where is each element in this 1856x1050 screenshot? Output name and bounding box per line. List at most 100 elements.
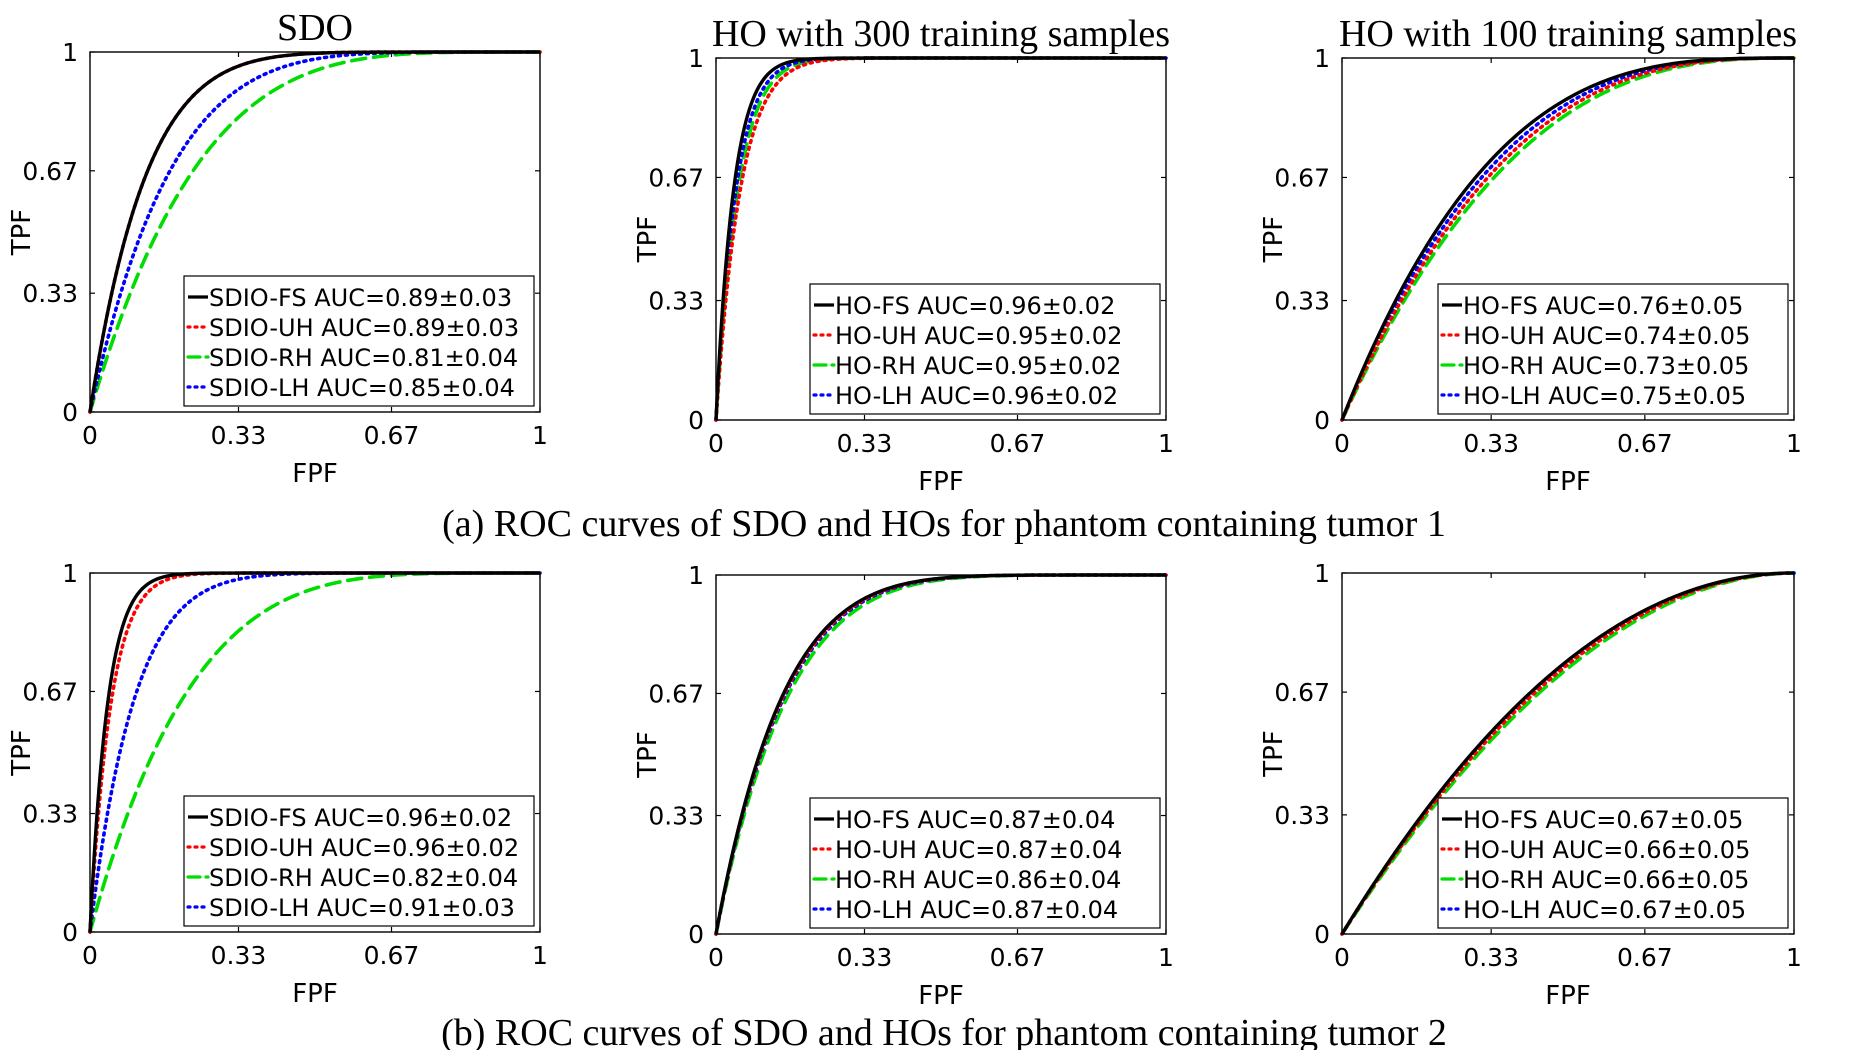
x-tick-label: 0.33 (837, 943, 893, 972)
x-axis-label: FPF (918, 467, 964, 497)
x-axis-label: FPF (1545, 467, 1591, 497)
legend-entry: HO-UH AUC=0.87±0.04 (835, 836, 1122, 864)
series-line-lh (1340, 56, 1796, 422)
y-axis-label: TPF (1259, 730, 1289, 778)
plot-frame (1341, 572, 1795, 935)
plot-frame (89, 572, 541, 933)
caption-b: (b) ROC curves of SDO and HOs for phanto… (441, 1012, 1447, 1050)
x-axis-label: FPF (292, 979, 338, 1009)
plot-frame (715, 574, 1167, 935)
x-tick-label: 0 (1334, 943, 1350, 972)
legend-entry: HO-RH AUC=0.86±0.04 (835, 866, 1121, 894)
legend-entry: SDIO-RH AUC=0.81±0.04 (209, 344, 518, 372)
x-tick-label: 0.33 (837, 429, 893, 458)
y-tick-label: 1 (688, 561, 704, 590)
x-tick-label: 0.67 (1617, 429, 1673, 458)
x-tick-label: 1 (1158, 943, 1174, 972)
y-tick-label: 0.67 (648, 679, 704, 708)
roc-panel-4: 00 0.33 0.33 0.67 0.67 1 1 FPF TPF SDIO-FS AUC=0.… (7, 559, 548, 1009)
y-tick-label: 1 (1314, 559, 1330, 588)
legend-entry: HO-UH AUC=0.95±0.02 (835, 322, 1122, 350)
legend-entry: HO-LH AUC=0.67±0.05 (1463, 896, 1746, 924)
x-tick-label: 1 (1786, 429, 1802, 458)
y-axis-label: TPF (633, 216, 663, 264)
y-tick-label: 0 (62, 398, 78, 427)
x-tick-label: 1 (532, 941, 548, 970)
legend-entry: HO-RH AUC=0.95±0.02 (835, 352, 1121, 380)
legend-entry: SDIO-UH AUC=0.96±0.02 (209, 834, 519, 862)
legend-entry: HO-LH AUC=0.75±0.05 (1463, 382, 1746, 410)
y-tick-label: 1 (688, 44, 704, 73)
plot-frame (89, 51, 541, 413)
legend-entry: SDIO-UH AUC=0.89±0.03 (209, 314, 519, 342)
x-tick-label: 0.67 (1617, 943, 1673, 972)
y-tick-label: 1 (62, 38, 78, 67)
roc-panel-2: HO with 300 training samples 00 0.33 0.33 0.… (633, 13, 1174, 497)
x-tick-label: 0 (708, 943, 724, 972)
legend-entry: SDIO-RH AUC=0.82±0.04 (209, 864, 518, 892)
panel-title: HO with 100 training samples (1339, 13, 1797, 55)
legend-box (1437, 797, 1789, 929)
roc-panel-6: 00 0.33 0.33 0.67 0.67 1 1 FPF TPF HO-FS AUC=0.67… (1259, 559, 1802, 1011)
legend-entry: HO-RH AUC=0.73±0.05 (1463, 352, 1749, 380)
legend-entry: HO-RH AUC=0.66±0.05 (1463, 866, 1749, 894)
x-axis-label: FPF (1545, 981, 1591, 1011)
y-axis-label: TPF (7, 729, 37, 777)
roc-panel-1: SDO 00 0.33 0.33 0.67 0.67 1 1 FPF TPF SDIO-FS AUC… (7, 7, 548, 489)
series-line-fs (1340, 571, 1795, 936)
legend-box (809, 797, 1161, 929)
legend-entry: HO-FS AUC=0.96±0.02 (835, 292, 1115, 320)
plot-frame (1341, 57, 1795, 421)
x-tick-label: 0 (708, 429, 724, 458)
x-tick-label: 1 (532, 421, 548, 450)
legend-entry: SDIO-LH AUC=0.91±0.03 (209, 894, 515, 922)
x-tick-label: 0.33 (211, 421, 267, 450)
legend-entry: HO-UH AUC=0.74±0.05 (1463, 322, 1750, 350)
legend-entry: HO-LH AUC=0.96±0.02 (835, 382, 1118, 410)
x-axis-label: FPF (292, 459, 338, 489)
legend-box (809, 283, 1161, 415)
series-group (1340, 571, 1796, 936)
x-tick-label: 0 (82, 941, 98, 970)
y-tick-label: 1 (1314, 44, 1330, 73)
y-tick-label: 0 (62, 918, 78, 947)
x-tick-label: 0.33 (1463, 943, 1519, 972)
legend-box (183, 795, 535, 927)
x-tick-label: 0.33 (211, 941, 267, 970)
legend-entry: SDIO-FS AUC=0.96±0.02 (209, 804, 512, 832)
y-tick-label: 0.67 (1274, 163, 1330, 192)
panel-title: HO with 300 training samples (712, 13, 1170, 55)
x-tick-label: 0.67 (990, 429, 1046, 458)
y-tick-label: 0 (1314, 406, 1330, 435)
y-tick-label: 1 (62, 559, 78, 588)
roc-panel-5: 00 0.33 0.33 0.67 0.67 1 1 FPF TPF HO-FS AUC=0.87… (633, 561, 1174, 1011)
y-tick-label: 0.33 (22, 279, 78, 308)
series-group (1340, 56, 1796, 422)
y-tick-label: 0.33 (1274, 287, 1330, 316)
y-tick-label: 0.33 (648, 802, 704, 831)
roc-panel-3: HO with 100 training samples 00 0.33 0.33 0.… (1259, 13, 1802, 497)
legend-entry: HO-LH AUC=0.87±0.04 (835, 896, 1118, 924)
legend-entry: HO-FS AUC=0.87±0.04 (835, 806, 1115, 834)
y-tick-label: 0 (688, 920, 704, 949)
legend-box (183, 275, 535, 407)
y-axis-label: TPF (633, 731, 663, 779)
x-tick-label: 1 (1158, 429, 1174, 458)
series-line-fs (1340, 56, 1794, 421)
panel-title: SDO (277, 7, 353, 49)
legend-entry: HO-FS AUC=0.76±0.05 (1463, 292, 1743, 320)
y-tick-label: 0.33 (1274, 801, 1330, 830)
legend-entry: SDIO-FS AUC=0.89±0.03 (209, 284, 512, 312)
y-tick-label: 0.33 (648, 287, 704, 316)
x-tick-label: 0.67 (364, 421, 420, 450)
y-axis-label: TPF (1259, 216, 1289, 264)
y-tick-label: 0.67 (22, 157, 78, 186)
y-axis-label: TPF (7, 209, 37, 257)
